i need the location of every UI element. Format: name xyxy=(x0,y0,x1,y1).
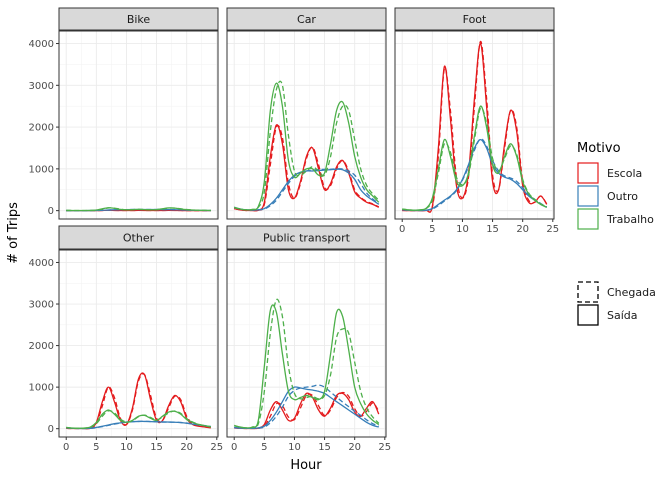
series-line-trabalho-saida xyxy=(234,304,380,429)
series-line-trabalho-chegada xyxy=(234,80,380,211)
y-tick-label: 1000 xyxy=(29,164,54,175)
legend-item-outro: Outro xyxy=(577,185,638,207)
x-tick-label: 5 xyxy=(93,442,99,453)
legend-label: Escola xyxy=(607,167,642,180)
y-tick-label: 3000 xyxy=(29,81,54,92)
facet-strip-label: Public transport xyxy=(263,232,351,245)
series-line-outro-chegada xyxy=(234,384,380,430)
x-tick-label: 10 xyxy=(456,224,469,235)
x-tick-label: 25 xyxy=(378,442,391,453)
y-tick-label: 4000 xyxy=(29,258,54,269)
legend-label: Chegada xyxy=(607,286,656,299)
x-axis-title: Hour xyxy=(290,458,322,473)
y-tick-label: 2000 xyxy=(29,123,54,134)
x-tick-label: 15 xyxy=(318,442,331,453)
legend-item-chegada: Chegada xyxy=(577,281,656,303)
legend-item-escola: Escola xyxy=(577,162,642,184)
panel-background xyxy=(395,31,554,219)
x-tick-label: 10 xyxy=(288,442,301,453)
x-tick-label: 5 xyxy=(261,442,267,453)
facet-strip xyxy=(58,7,219,31)
y-tick-label: 0 xyxy=(48,206,54,217)
series-group xyxy=(66,372,211,430)
panel-bike: Bike 0 1000 2000 3000 4000 xyxy=(29,7,219,220)
series-line-trabalho-chegada xyxy=(234,298,380,429)
x-tick-label: 20 xyxy=(516,224,529,235)
x-tick-label: 25 xyxy=(546,224,559,235)
legend-label: Saída xyxy=(607,309,638,322)
series-group xyxy=(66,207,211,212)
panel-background xyxy=(59,250,218,437)
panel-other: Other 0 1000 2000 3000 4000 0 5 10 15 20 25 xyxy=(29,225,223,453)
legend-title: Motivo xyxy=(577,141,621,156)
panel-border xyxy=(58,30,219,220)
x-tick-label: 0 xyxy=(231,442,237,453)
panel-foot: Foot 0 5 10 15 20 25 xyxy=(394,7,559,235)
panel-public-transport: Public transport 0 5 10 15 20 25 xyxy=(226,225,391,453)
series-group xyxy=(234,298,380,430)
series-group xyxy=(402,40,548,213)
legend-key xyxy=(577,162,599,184)
x-tick-label: 0 xyxy=(399,224,405,235)
legend-label: Outro xyxy=(607,190,638,203)
legend-item-trabalho: Trabalho xyxy=(577,208,654,230)
x-tick-label: 5 xyxy=(429,224,435,235)
x-tick-label: 20 xyxy=(180,442,193,453)
panel-border xyxy=(394,30,555,220)
series-line-outro-chegada xyxy=(234,168,380,211)
facet-strip xyxy=(226,7,387,31)
series-line-outro-chegada xyxy=(66,420,211,430)
legend-key xyxy=(577,304,599,326)
panel-car: Car xyxy=(226,7,387,220)
panel-background xyxy=(227,250,386,437)
facet-strip xyxy=(226,225,387,250)
series-group xyxy=(234,80,380,212)
panel-border xyxy=(226,249,387,438)
x-tick-label: 0 xyxy=(63,442,69,453)
panel-background xyxy=(59,31,218,219)
y-tick-label: 4000 xyxy=(29,39,54,50)
y-axis-title: # of Trips xyxy=(6,202,21,264)
y-tick-label: 3000 xyxy=(29,300,54,311)
facet-strip xyxy=(58,225,219,250)
legend-key xyxy=(577,281,599,303)
x-tick-label: 25 xyxy=(210,442,223,453)
legend-item-saida: Saída xyxy=(577,304,638,326)
y-tick-label: 0 xyxy=(48,424,54,435)
panel-border xyxy=(226,30,387,220)
facet-strip-label: Bike xyxy=(127,13,151,26)
panel-border xyxy=(58,249,219,438)
legend-key xyxy=(577,185,599,207)
series-line-trabalho-chegada xyxy=(402,107,548,211)
facet-strip-label: Foot xyxy=(463,13,487,26)
y-tick-label: 1000 xyxy=(29,383,54,394)
series-line-trabalho-chegada xyxy=(66,410,211,429)
facet-strip-label: Other xyxy=(123,232,155,245)
legend-key xyxy=(577,208,599,230)
legend-label: Trabalho xyxy=(606,213,654,226)
series-line-outro-chegada xyxy=(402,138,548,212)
series-line-trabalho-chegada xyxy=(66,207,211,212)
facet-strip xyxy=(394,7,555,31)
legend: Motivo Escola Outro Trabalho Chegada Saída xyxy=(577,141,656,326)
facet-strip-label: Car xyxy=(297,13,316,26)
x-tick-label: 20 xyxy=(348,442,361,453)
x-tick-label: 15 xyxy=(486,224,499,235)
x-tick-label: 10 xyxy=(120,442,133,453)
x-tick-label: 15 xyxy=(150,442,163,453)
y-tick-label: 2000 xyxy=(29,341,54,352)
